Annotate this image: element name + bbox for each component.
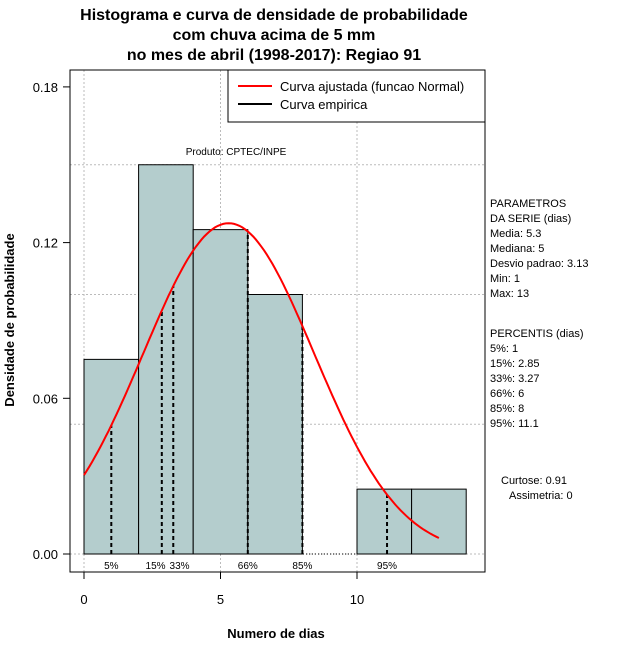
percentis-text: 95%: 11.1 [490,418,539,430]
percentis-text: 66%: 6 [490,388,524,400]
percentile-label: 85% [292,561,312,572]
x-tick-label: 0 [80,592,87,607]
percentile-label: 15% [146,561,166,572]
percentis-text: 5%: 1 [490,343,518,355]
histogram-bar [411,488,467,555]
params-text: DA SERIE (dias) [490,213,571,225]
y-tick-label: 0.06 [33,391,58,406]
chart-title: Histograma e curva de densidade de proba… [80,7,468,24]
stats-text: Curtose: 0.91 [501,475,567,487]
histogram-bar [138,164,194,555]
params-text: PARAMETROS [490,198,566,210]
x-tick-label: 5 [217,592,224,607]
histogram-bar [356,488,413,555]
x-axis-label: Numero de dias [227,626,325,641]
chart-title: no mes de abril (1998-2017): Regiao 91 [127,47,421,64]
percentile-label: 95% [377,561,397,572]
params-text: Mediana: 5 [490,243,544,255]
histogram-bar [83,358,140,555]
chart-title: com chuva acima de 5 mm [173,27,376,44]
y-axis-label: Densidade de probabilidade [2,233,17,406]
params-text: Desvio padrao: 3.13 [490,258,588,270]
percentis-text: 33%: 3.27 [490,373,540,385]
percentile-label: 33% [170,561,190,572]
histogram-bar [247,294,303,555]
product-label: Produto: CPTEC/INPE [186,147,287,158]
legend-box [227,69,486,123]
legend-label: Curva ajustada (funcao Normal) [280,79,464,94]
params-text: Min: 1 [490,273,520,285]
y-tick-label: 0.18 [33,80,58,95]
y-tick-label: 0.00 [33,547,58,562]
legend-label: Curva empirica [280,97,368,112]
percentis-text: PERCENTIS (dias) [490,328,584,340]
percentis-text: 15%: 2.85 [490,358,540,370]
percentile-label: 66% [238,561,258,572]
normal-curve [83,222,440,539]
params-text: Max: 13 [490,288,529,300]
percentis-text: 85%: 8 [490,403,524,415]
params-text: Media: 5.3 [490,228,541,240]
x-tick-label: 10 [350,592,364,607]
percentile-label: 5% [104,561,119,572]
y-tick-label: 0.12 [33,236,58,251]
histogram-bar [192,229,249,555]
stats-text: Assimetria: 0 [509,490,573,502]
